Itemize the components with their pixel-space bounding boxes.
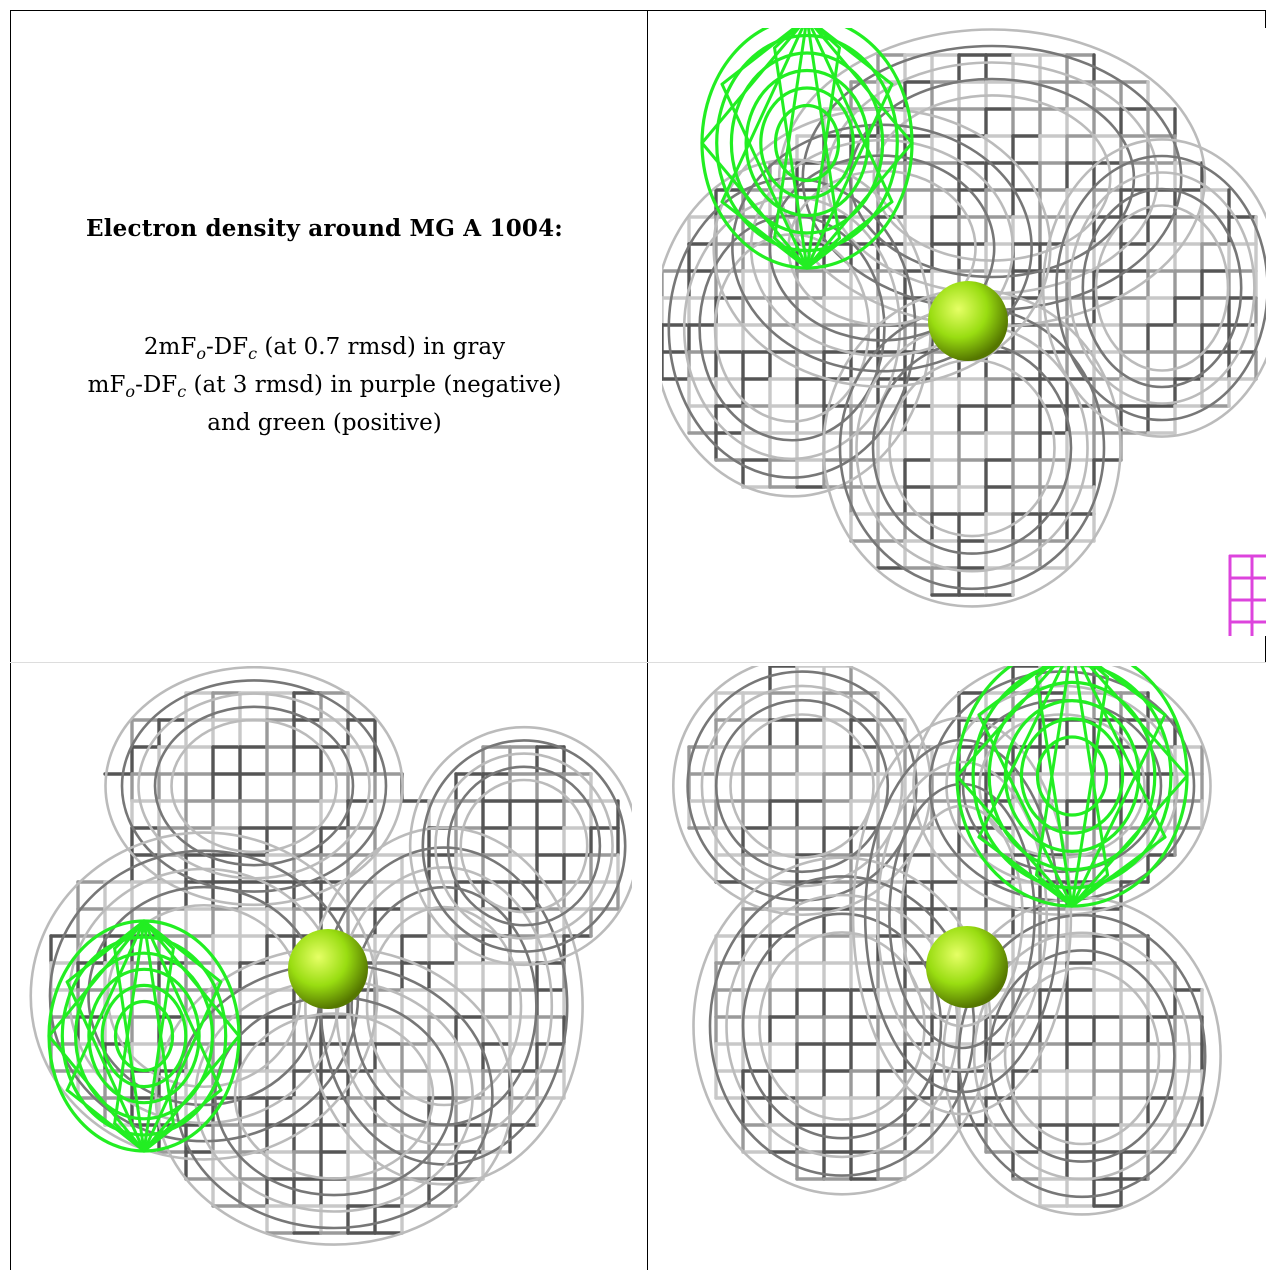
caption-subscript: o — [125, 382, 136, 401]
caption-subscript: c — [177, 382, 187, 401]
view-top-right — [662, 28, 1266, 636]
positive-density-mesh — [955, 666, 1189, 908]
frame-center-divider — [647, 10, 648, 1270]
caption-subscript: c — [248, 344, 258, 363]
caption-line-fo-fc: mFo-DFc (at 3 rmsd) in purple (negative) — [12, 366, 637, 404]
caption-subscript: o — [196, 344, 206, 363]
view-bottom-left — [24, 666, 632, 1270]
negative-density-mesh — [1228, 554, 1266, 636]
magnesium-atom — [926, 926, 1008, 1008]
caption-text: mF — [87, 372, 126, 398]
positive-density-mesh — [47, 919, 241, 1153]
caption-text: (at 0.7 rmsd) in gray — [257, 334, 506, 360]
caption-title: Electron density around MG A 1004: — [86, 215, 563, 242]
caption-text: (at 3 rmsd) in purple (negative) — [186, 372, 562, 398]
caption-text: and green (positive) — [207, 410, 442, 436]
caption-text: -DF — [135, 372, 178, 398]
caption-legend: 2mFo-DFc (at 0.7 rmsd) in gray mFo-DFc (… — [12, 328, 637, 442]
caption-line-2fo-fc: 2mFo-DFc (at 0.7 rmsd) in gray — [12, 328, 637, 366]
view-bottom-right — [662, 666, 1266, 1270]
caption-panel: Electron density around MG A 1004: 2mFo-… — [12, 10, 637, 650]
frame-left-border — [10, 10, 11, 1270]
positive-density-mesh — [700, 28, 914, 270]
caption-text: -DF — [205, 334, 249, 360]
caption-line-colors: and green (positive) — [12, 404, 637, 442]
gray-density-mesh — [662, 28, 1266, 608]
gray-density-mesh — [672, 666, 1222, 1216]
magnesium-atom — [288, 929, 368, 1009]
magnesium-atom — [928, 281, 1008, 361]
caption-text: 2mF — [143, 334, 197, 360]
frame-top-border — [10, 10, 1266, 11]
gray-density-mesh — [29, 666, 632, 1246]
frame-middle-divider — [10, 662, 1266, 663]
